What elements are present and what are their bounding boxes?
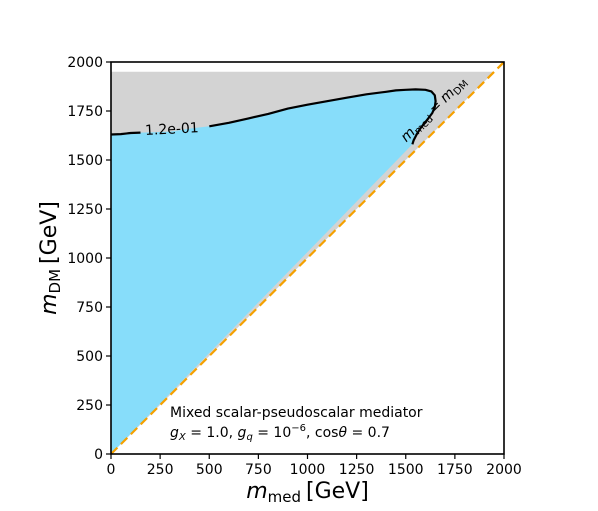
y-tick-label: 2000 (67, 55, 103, 71)
relic-density-contour (110, 88, 437, 145)
x-tick-label: 0 (107, 462, 116, 478)
y-axis-label-symbol: m (37, 293, 62, 314)
cos-text: cos (315, 425, 339, 441)
annotation-line-2: gX = 1.0, gq = 10−6, cosθ = 0.7 (170, 423, 390, 443)
gq-sub: q (246, 432, 252, 443)
diagonal-line (110, 61, 505, 455)
y-tick-label: 750 (76, 300, 103, 316)
gx-sub: X (178, 432, 187, 443)
y-tick-label: 1750 (67, 104, 103, 120)
theta-symbol: θ (338, 425, 347, 441)
annotation-line-1: Mixed scalar-pseudoscalar mediator (170, 405, 423, 421)
y-axis-ticks: 0 250 500 750 1000 1250 1500 1750 2000 (67, 55, 111, 463)
y-tick-label: 1250 (67, 202, 103, 218)
x-tick-label: 500 (196, 462, 223, 478)
gx-value: = 1.0, (186, 425, 238, 441)
x-axis-label-sub: med (268, 488, 301, 506)
x-tick-label: 2000 (486, 462, 522, 478)
y-tick-label: 250 (76, 398, 103, 414)
x-axis-label-unit: [GeV] (306, 479, 369, 504)
y-tick-label: 1500 (67, 153, 103, 169)
regions (111, 71, 495, 455)
contour-label: 1.2e-01 (145, 120, 200, 139)
x-tick-label: 1000 (290, 462, 326, 478)
y-tick-label: 500 (76, 349, 103, 365)
cos-value: = 0.7 (347, 425, 390, 441)
y-axis-label-unit: [GeV] (37, 201, 62, 264)
x-tick-label: 1750 (437, 462, 473, 478)
allowed-region (111, 89, 436, 455)
x-tick-label: 1500 (388, 462, 424, 478)
x-tick-label: 1250 (339, 462, 375, 478)
x-tick-label: 750 (245, 462, 272, 478)
y-axis-label-sub: DM (46, 269, 64, 294)
annotation-separator: , (306, 425, 315, 441)
y-tick-label: 0 (94, 447, 103, 463)
y-axis-label: mDM [GeV] (37, 201, 64, 315)
gq-value: = 10 (253, 425, 291, 441)
x-axis-label: mmed [GeV] (246, 479, 369, 506)
gx-symbol: g (170, 425, 179, 441)
x-tick-label: 250 (147, 462, 174, 478)
gq-symbol: g (238, 425, 247, 441)
x-axis-ticks: 0 250 500 750 1000 1250 1500 1750 2000 (107, 454, 522, 478)
gq-exponent: −6 (291, 423, 306, 434)
x-axis-label-symbol: m (246, 479, 267, 504)
y-tick-label: 1000 (67, 251, 103, 267)
